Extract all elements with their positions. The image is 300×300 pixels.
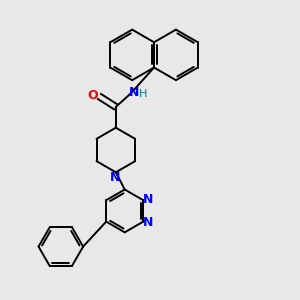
Text: O: O [88, 89, 98, 102]
Text: N: N [110, 171, 120, 184]
Text: H: H [139, 89, 147, 99]
Text: N: N [143, 216, 153, 229]
Text: N: N [143, 193, 153, 206]
Text: N: N [128, 86, 139, 99]
